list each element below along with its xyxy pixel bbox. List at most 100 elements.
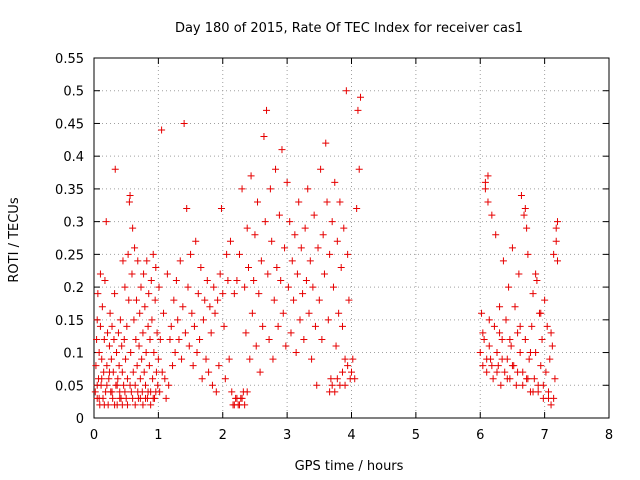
y-tick-label: 0.05: [55, 379, 84, 394]
data-point: [134, 388, 142, 396]
data-point: [147, 277, 155, 285]
data-point: [127, 388, 135, 396]
data-point: [310, 211, 318, 219]
data-point: [283, 178, 291, 186]
data-point: [552, 237, 560, 245]
data-point: [149, 375, 157, 383]
data-point: [238, 394, 246, 402]
data-point: [245, 263, 252, 271]
data-point: [93, 335, 101, 343]
data-point: [256, 368, 264, 376]
y-axis-title: ROTI / TECUs: [7, 197, 22, 282]
data-point: [94, 290, 102, 298]
data-point: [257, 257, 265, 265]
data-point: [172, 277, 180, 285]
data-point: [219, 290, 227, 298]
data-point: [205, 368, 213, 376]
data-point: [129, 394, 137, 402]
data-point: [328, 381, 336, 389]
y-tick-label: 0.2: [63, 281, 84, 296]
data-point: [521, 335, 529, 343]
data-point: [175, 335, 183, 343]
data-point: [120, 335, 128, 343]
data-point: [138, 355, 146, 363]
data-point: [126, 381, 134, 389]
data-point: [292, 349, 300, 357]
data-point: [525, 355, 533, 363]
data-point: [133, 362, 141, 370]
data-point: [327, 375, 335, 383]
data-point: [296, 316, 304, 324]
data-point: [243, 224, 251, 232]
data-point: [153, 329, 161, 337]
data-point: [341, 355, 349, 363]
data-point: [98, 375, 106, 383]
data-point: [96, 270, 104, 278]
data-point: [197, 263, 205, 271]
grid-lines: [94, 58, 609, 418]
data-point: [314, 244, 322, 252]
data-point: [121, 283, 129, 291]
x-tick-label: 3: [283, 428, 291, 443]
data-point: [129, 368, 137, 376]
x-tick-label: 7: [540, 428, 548, 443]
data-point: [127, 349, 135, 357]
data-point: [544, 388, 552, 396]
data-point: [480, 335, 488, 343]
data-point: [115, 362, 123, 370]
data-point: [349, 355, 357, 363]
data-point: [122, 355, 130, 363]
data-point: [265, 335, 273, 343]
data-point: [313, 381, 321, 389]
data-point: [266, 185, 274, 193]
data-point: [102, 218, 110, 226]
data-point: [108, 322, 116, 330]
data-point: [542, 368, 550, 376]
data-point: [295, 198, 303, 206]
data-point: [344, 362, 352, 370]
data-point: [163, 270, 171, 278]
data-point: [149, 394, 157, 402]
data-point: [104, 329, 112, 337]
data-point: [179, 303, 187, 311]
y-tick-label: 0.4: [63, 150, 84, 165]
data-point: [520, 211, 528, 219]
data-point: [144, 388, 152, 396]
data-point: [255, 290, 263, 298]
data-point: [550, 250, 558, 258]
data-point: [210, 283, 218, 291]
data-point: [243, 388, 251, 396]
data-point: [166, 335, 174, 343]
x-tick-label: 4: [347, 428, 355, 443]
data-point: [264, 270, 272, 278]
data-point: [345, 296, 353, 304]
data-point: [514, 368, 522, 376]
x-tick-label: 6: [476, 428, 484, 443]
data-point: [154, 381, 162, 389]
data-point: [212, 388, 220, 396]
data-point: [169, 362, 177, 370]
data-point: [270, 296, 278, 304]
data-point: [508, 362, 516, 370]
data-point: [529, 388, 537, 396]
data-point: [101, 277, 109, 285]
data-point: [146, 335, 154, 343]
data-point: [341, 381, 349, 389]
data-point: [123, 322, 131, 330]
x-tick-label: 0: [90, 428, 98, 443]
data-point: [110, 335, 118, 343]
data-point: [311, 322, 319, 330]
data-point: [126, 191, 134, 199]
y-tick-label: 0.15: [55, 314, 84, 329]
data-point: [534, 381, 542, 389]
data-point: [165, 381, 173, 389]
data-point: [98, 355, 106, 363]
data-point: [118, 342, 126, 350]
data-point: [268, 237, 276, 245]
data-point: [501, 368, 509, 376]
data-point: [269, 355, 277, 363]
data-point: [507, 342, 515, 350]
data-point: [263, 106, 271, 114]
data-point: [287, 329, 295, 337]
data-point: [260, 133, 268, 141]
